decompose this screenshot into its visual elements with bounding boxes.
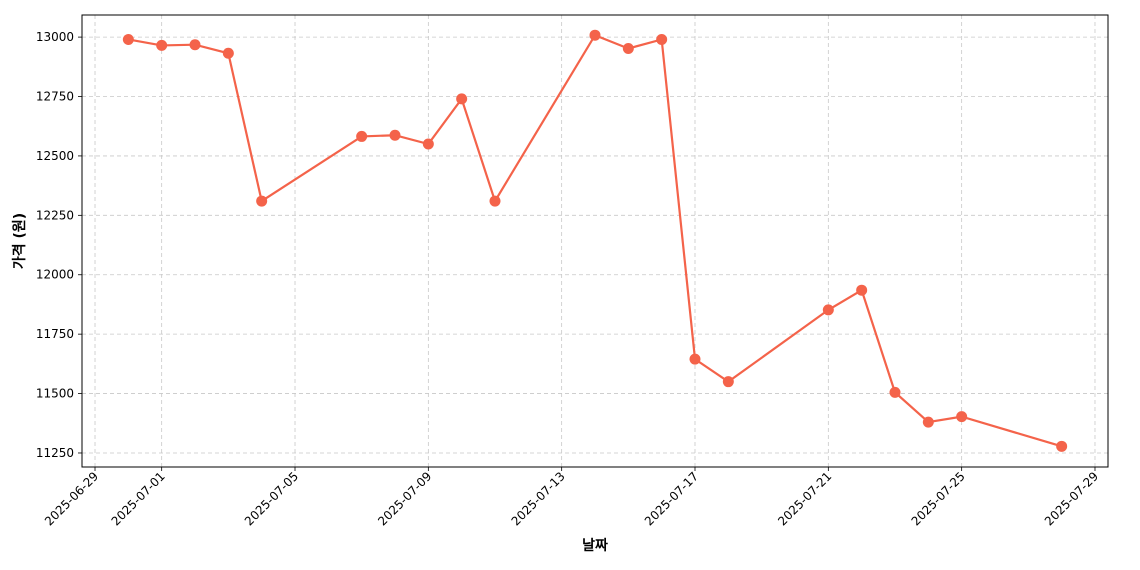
point — [589, 29, 601, 41]
point — [456, 93, 468, 105]
point — [689, 353, 701, 365]
plot-frame — [81, 14, 1109, 468]
x-axis-label: 날짜 — [582, 538, 608, 554]
x-tick-label: 2025-07-17 — [642, 469, 701, 528]
point — [122, 33, 134, 45]
point — [889, 386, 901, 398]
point — [222, 47, 234, 59]
x-tick-label: 2025-07-01 — [109, 469, 168, 528]
point — [356, 130, 368, 142]
point — [656, 33, 668, 45]
y-tick-label: 12500 — [36, 149, 74, 163]
point — [922, 416, 934, 428]
x-tick-label: 2025-07-29 — [1042, 469, 1101, 528]
x-tick-label: 2025-07-21 — [775, 469, 834, 528]
point — [622, 43, 634, 55]
y-tick-label: 11500 — [36, 387, 74, 401]
point — [156, 39, 168, 51]
point — [489, 195, 501, 207]
y-tick-label: 12750 — [36, 90, 74, 104]
point — [189, 39, 201, 51]
point — [956, 411, 968, 423]
x-tick-label: 2025-07-25 — [909, 469, 968, 528]
point — [822, 304, 834, 316]
x-tick-label: 2025-07-05 — [242, 469, 301, 528]
y-tick-label: 12250 — [36, 208, 74, 222]
x-tick-label: 2025-07-09 — [375, 469, 434, 528]
y-tick-label: 13000 — [36, 30, 74, 44]
y-tick-label: 11250 — [36, 446, 74, 460]
x-tick-label: 2025-06-29 — [42, 469, 101, 528]
point — [389, 129, 401, 141]
x-tick-label: 2025-07-13 — [509, 469, 568, 528]
point — [856, 284, 868, 296]
point — [256, 195, 268, 207]
y-tick-label: 11750 — [36, 327, 74, 341]
point — [422, 138, 434, 150]
y-axis-label: 가격 (원) — [11, 213, 28, 269]
y-tick-label: 12000 — [36, 268, 74, 282]
point — [722, 376, 734, 388]
point — [1056, 440, 1068, 452]
